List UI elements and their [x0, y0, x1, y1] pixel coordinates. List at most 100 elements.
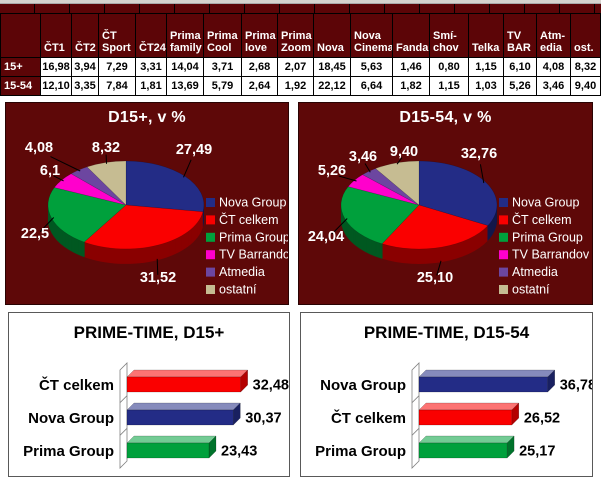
pie-panel-d1554: 32,76 25,10 24,04 5,26 3,46 9,40 Nova Group ČT … [298, 102, 593, 305]
grid-cell [35, 4, 70, 13]
bar-category-label: Nova Group [28, 410, 114, 427]
table-cell: 1,46 [392, 57, 430, 77]
table-cell: 12,10 [40, 76, 72, 96]
bar-0 [126, 376, 241, 393]
grid-cell [560, 4, 595, 13]
legend-marker [499, 232, 508, 242]
legend-marker [499, 250, 508, 260]
grid-cell [350, 4, 385, 13]
pie-slice [340, 186, 420, 245]
column-header: Atm- edia [536, 13, 571, 58]
pie-value-label: 3,46 [349, 149, 377, 165]
bar-value-label: 23,43 [221, 444, 257, 460]
column-header: Prima Zoom [277, 13, 314, 58]
corner-cell [0, 13, 41, 58]
column-header: Nova [313, 13, 351, 58]
bar-value-label: 26,52 [524, 411, 560, 427]
column-header: Prima love [241, 13, 278, 58]
table-row: 15+ 16,98 3,94 7,29 3,31 14,04 3,71 2,68 2,07 18,… [0, 57, 601, 77]
grid-cell [175, 4, 210, 13]
spreadsheet-row-strip [0, 4, 601, 13]
pie-chart-d15plus: 27,49 31,52 22,5 6,1 4,08 8,32 Nova Group ČT ce… [21, 140, 288, 297]
bar-value-label: 36,78 [560, 378, 592, 394]
legend-marker [206, 250, 215, 260]
leader-line [338, 175, 357, 182]
pie-chart-d1554: 32,76 25,10 24,04 5,263,46 9,40 Nova Group ČT … [308, 144, 590, 297]
category-separator [119, 395, 128, 403]
legend-marker [499, 198, 508, 207]
table-cell: 5,63 [350, 57, 393, 77]
leader-line [364, 163, 371, 173]
bar-charts-row: 32,48 ČT celkem 30,37 Nova Group 23,43 Prima … [8, 312, 593, 477]
axis-wall [411, 362, 420, 469]
bar-top-face [418, 369, 556, 378]
legend-marker [206, 198, 215, 207]
legend-label: Atmedia [512, 265, 558, 279]
leader-line [479, 164, 485, 184]
pie-value-label: 4,08 [25, 140, 53, 156]
table-header-row: ČT1 ČT2 ČT Sport ČT24 Prima family Prima Cool… [0, 13, 601, 58]
pie-value-label: 5,26 [318, 163, 346, 179]
table-cell: 7,29 [98, 57, 136, 77]
bar-category-label: Nova Group [320, 377, 406, 394]
table-cell: 5,26 [503, 76, 537, 96]
table-cell: 1,15 [468, 57, 504, 77]
table-cell: 13,69 [166, 76, 204, 96]
category-separator [411, 428, 420, 436]
table-cell: 3,35 [71, 76, 99, 96]
legend-label: ostatní [219, 283, 257, 297]
bar-2 [126, 442, 210, 459]
bar-top-face [126, 402, 241, 411]
table-cell: 3,94 [71, 57, 99, 77]
column-header: ČT1 [40, 13, 72, 58]
table-cell: 8,32 [570, 57, 601, 77]
bar-top-face [126, 435, 217, 444]
column-header: ČT Sport [98, 13, 136, 58]
column-header: Fanda [392, 13, 430, 58]
table-cell: 0,80 [429, 57, 469, 77]
grid-cell [280, 4, 315, 13]
table-cell: 1,92 [277, 76, 314, 96]
table-cell: 9,40 [570, 76, 601, 96]
column-header: ČT24 [135, 13, 167, 58]
table-cell: 1,03 [468, 76, 504, 96]
table-cell: 2,68 [241, 57, 278, 77]
grid-cell [420, 4, 455, 13]
legend-marker [499, 285, 508, 294]
pie-charts-row: 27,49 31,52 22,5 6,1 4,08 8,32 Nova Group ČT ce… [5, 102, 593, 305]
pie-slice [418, 160, 498, 226]
column-header: Nova Cinema [350, 13, 393, 58]
column-header: ČT2 [71, 13, 99, 58]
pie-value-label: 6,1 [40, 163, 60, 179]
spreadsheet-ruler [0, 0, 601, 4]
pie-slice [83, 204, 204, 250]
table-cell: 16,98 [40, 57, 72, 77]
pie-slice [375, 160, 420, 206]
pie-value-label: 32,76 [461, 146, 497, 162]
leader-line [53, 175, 64, 182]
table-cell: 2,07 [277, 57, 314, 77]
bar-1 [126, 409, 234, 426]
pie-slice [86, 160, 127, 206]
legend-label: Prima Group [219, 230, 288, 244]
bar-1 [418, 409, 513, 426]
table-cell: 3,46 [536, 76, 571, 96]
table-row: 15-54 12,10 3,35 7,84 1,81 13,69 5,79 2,64 1,92 2… [0, 76, 601, 96]
bar-category-label: Prima Group [315, 443, 406, 460]
leader-line [183, 159, 192, 178]
leader-line [156, 258, 159, 275]
bar-value-label: 32,48 [253, 378, 289, 394]
table-cell: 1,81 [135, 76, 167, 96]
bar-title-primetime-d15plus: PRIME-TIME, D15+ [73, 323, 225, 342]
legend-label: TV Barrandov [219, 248, 288, 262]
pie-slice [125, 160, 205, 213]
bar-chart-primetime-d1554: 36,78 Nova Group 26,52 ČT celkem 25,17 Prima … [315, 362, 592, 469]
pie-value-label: 25,10 [417, 270, 453, 286]
legend-label: ČT celkem [219, 212, 279, 227]
table-cell: 6,10 [503, 57, 537, 77]
bar-category-label: Prima Group [23, 443, 114, 460]
pie-slice [47, 187, 127, 243]
bar-value-label: 30,37 [245, 411, 281, 427]
table-cell: 1,15 [429, 76, 469, 96]
table-cell: 7,84 [98, 76, 136, 96]
